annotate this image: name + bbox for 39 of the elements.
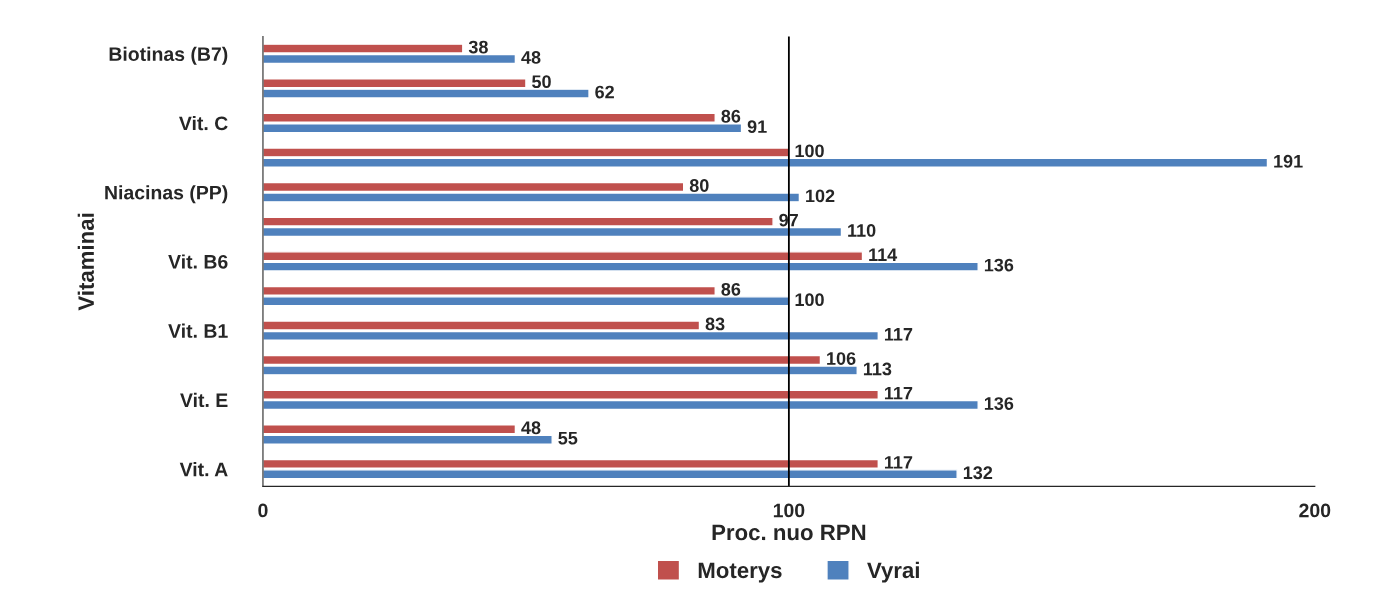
data-label: 136 bbox=[984, 258, 1014, 272]
data-label: 50 bbox=[532, 75, 551, 89]
data-label: 91 bbox=[747, 120, 767, 134]
data-label: 117 bbox=[884, 456, 913, 469]
y-tick-label: Biotinas (B7) bbox=[109, 46, 228, 65]
data-label: 106 bbox=[827, 352, 856, 365]
x-tick-label: 0 bbox=[258, 503, 268, 518]
y-axis-title: Vitaminai bbox=[77, 213, 95, 311]
data-label: 191 bbox=[1274, 154, 1303, 168]
y-tick-label: Vit. A bbox=[179, 462, 228, 477]
data-label: 38 bbox=[468, 40, 488, 54]
y-tick-label: Niacinas (PP) bbox=[105, 185, 228, 204]
data-label: 83 bbox=[705, 317, 725, 331]
x-axis-title: Proc. nuo RPN bbox=[712, 524, 866, 541]
y-tick-label: Vit. C bbox=[179, 115, 228, 131]
data-label: 136 bbox=[984, 397, 1014, 410]
data-label: 110 bbox=[848, 224, 876, 237]
data-label: 102 bbox=[806, 189, 835, 203]
data-label: 55 bbox=[558, 431, 578, 445]
y-tick-label: Vit. E bbox=[180, 392, 228, 408]
data-label: 86 bbox=[721, 109, 741, 123]
data-label: 86 bbox=[721, 282, 741, 296]
data-label: 117 bbox=[884, 386, 913, 400]
x-tick-label: 100 bbox=[773, 503, 805, 518]
data-label: 48 bbox=[521, 51, 541, 64]
data-label: 132 bbox=[963, 466, 993, 480]
y-tick-label: Vit. B6 bbox=[168, 254, 228, 269]
y-tick-label: Vit. B1 bbox=[168, 323, 228, 338]
data-label: 62 bbox=[595, 85, 614, 99]
data-label: 113 bbox=[863, 362, 892, 376]
legend-label: Vyrai bbox=[867, 561, 919, 583]
data-label: 80 bbox=[689, 179, 709, 192]
x-tick-label: 200 bbox=[1299, 503, 1331, 518]
legend-label: Moterys bbox=[698, 562, 782, 583]
data-label: 100 bbox=[795, 144, 824, 158]
data-label: 48 bbox=[521, 421, 541, 435]
data-label: 114 bbox=[869, 248, 898, 261]
data-label: 100 bbox=[795, 293, 824, 307]
data-label: 117 bbox=[884, 328, 913, 341]
